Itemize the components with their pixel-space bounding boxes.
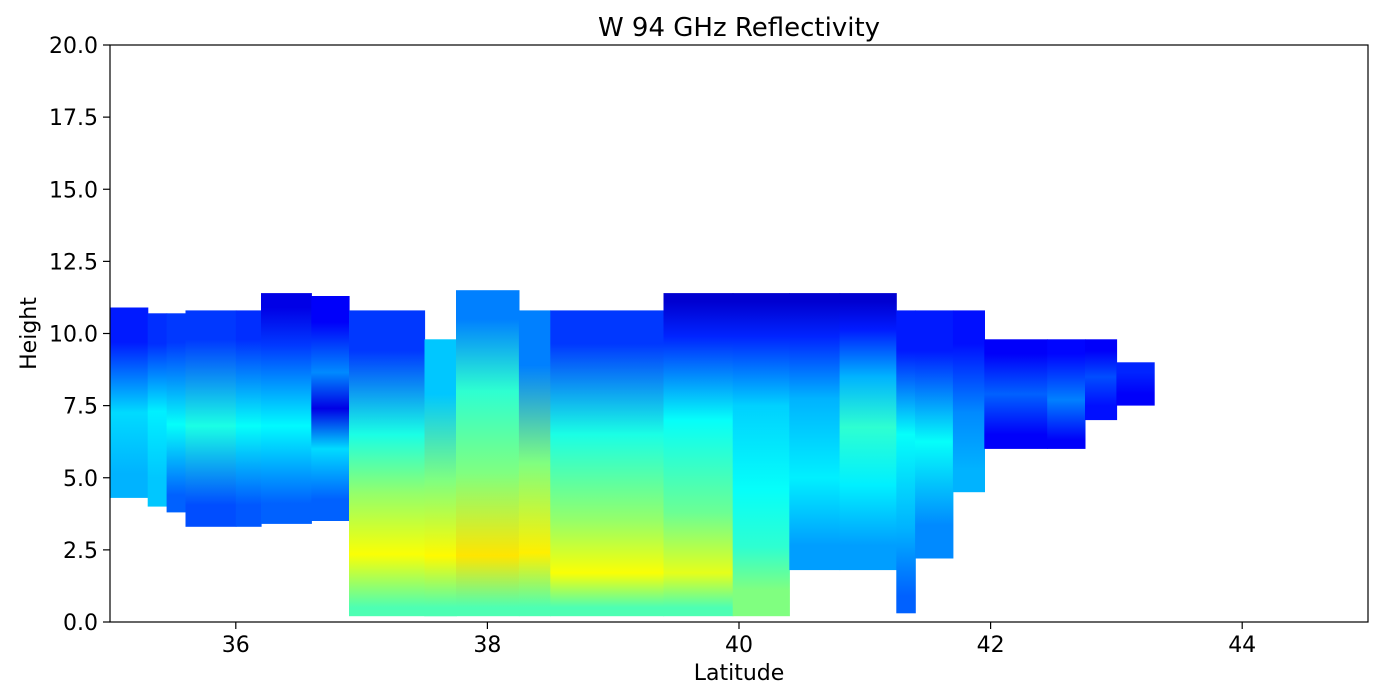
heatmap-column (456, 290, 520, 617)
heatmap-column (424, 339, 457, 617)
heatmap-column (984, 339, 1048, 449)
y-tick-label: 0.0 (63, 611, 98, 636)
heatmap-column (349, 310, 426, 617)
heatmap-column (147, 313, 168, 507)
heatmap-column (1116, 362, 1155, 406)
heatmap-column (952, 310, 985, 493)
y-tick-label: 2.5 (63, 539, 98, 564)
heatmap-column (110, 307, 149, 498)
x-tick-label: 36 (222, 633, 250, 658)
chart-title: W 94 GHz Reflectivity (598, 13, 880, 43)
heatmap-column (789, 293, 841, 571)
heatmap-column (518, 310, 551, 617)
y-axis: 0.0 2.5 5.0 7.5 10.0 12.5 15.0 17.5 20.0 (49, 34, 110, 636)
heatmap-column (915, 310, 954, 559)
heatmap-column (185, 310, 237, 527)
y-tick-label: 10.0 (49, 323, 98, 348)
heatmap-column (732, 293, 790, 617)
x-tick-label: 44 (1228, 633, 1256, 658)
y-axis-label: Height (17, 297, 42, 370)
x-axis: 36 38 40 42 44 (222, 622, 1256, 658)
y-tick-label: 15.0 (49, 178, 98, 203)
x-tick-label: 42 (977, 633, 1005, 658)
heatmap-column (166, 313, 187, 513)
y-tick-label: 20.0 (49, 34, 98, 59)
x-tick-label: 38 (473, 633, 501, 658)
y-tick-label: 7.5 (63, 395, 98, 420)
heatmap-layer (110, 290, 1155, 617)
heatmap-column (896, 310, 916, 614)
heatmap-column (311, 296, 350, 521)
heatmap-column (1085, 339, 1118, 421)
heatmap-column (235, 310, 262, 527)
heatmap-column (1047, 339, 1086, 449)
y-tick-label: 5.0 (63, 467, 98, 492)
heatmap-column (839, 293, 897, 571)
heatmap-column (550, 310, 665, 617)
heatmap-column (261, 293, 312, 524)
y-tick-label: 17.5 (49, 106, 98, 131)
y-tick-label: 12.5 (49, 250, 98, 275)
heatmap-column (663, 293, 734, 617)
x-tick-label: 40 (725, 633, 753, 658)
x-axis-label: Latitude (694, 661, 785, 686)
